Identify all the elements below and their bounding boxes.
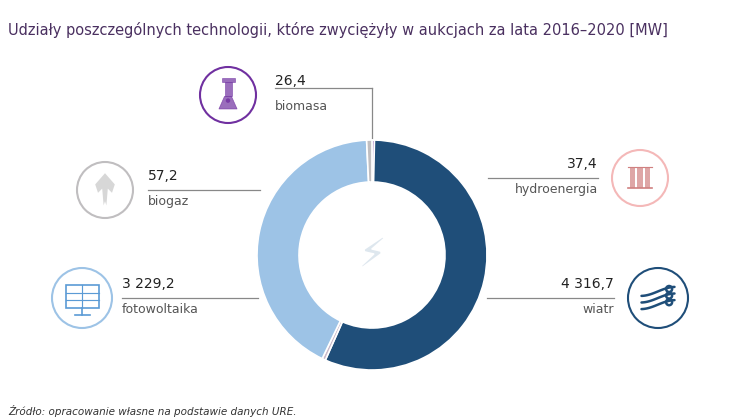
Text: 26,4: 26,4 [275, 74, 305, 88]
Circle shape [612, 150, 668, 206]
Circle shape [52, 268, 112, 328]
Wedge shape [372, 140, 375, 182]
Polygon shape [95, 173, 115, 205]
Text: fotowoltaika: fotowoltaika [122, 303, 199, 316]
Text: ⚡: ⚡ [358, 236, 386, 274]
Wedge shape [367, 140, 372, 182]
Circle shape [628, 268, 688, 328]
Text: biomasa: biomasa [275, 100, 328, 113]
Text: Źródło: opracowanie własne na podstawie danych URE.: Źródło: opracowanie własne na podstawie … [8, 405, 297, 417]
Wedge shape [257, 140, 369, 359]
Wedge shape [326, 140, 487, 370]
Text: wiatr: wiatr [583, 303, 614, 316]
Polygon shape [224, 82, 232, 97]
Circle shape [200, 67, 256, 123]
Polygon shape [221, 79, 235, 82]
Polygon shape [630, 167, 635, 188]
Text: 57,2: 57,2 [148, 169, 179, 183]
Circle shape [226, 98, 230, 103]
Polygon shape [645, 167, 650, 188]
Wedge shape [322, 321, 343, 360]
Text: 37,4: 37,4 [568, 157, 598, 171]
Text: Udziały poszczególnych technologii, które zwyciężyły w aukcjach za lata 2016–202: Udziały poszczególnych technologii, któr… [8, 22, 668, 38]
Polygon shape [219, 97, 237, 109]
Text: hydroenergia: hydroenergia [515, 183, 598, 196]
Text: 4 316,7: 4 316,7 [561, 277, 614, 291]
Polygon shape [638, 167, 642, 188]
Circle shape [77, 162, 133, 218]
Text: biogaz: biogaz [148, 195, 189, 208]
Circle shape [301, 184, 443, 326]
Text: 3 229,2: 3 229,2 [122, 277, 174, 291]
